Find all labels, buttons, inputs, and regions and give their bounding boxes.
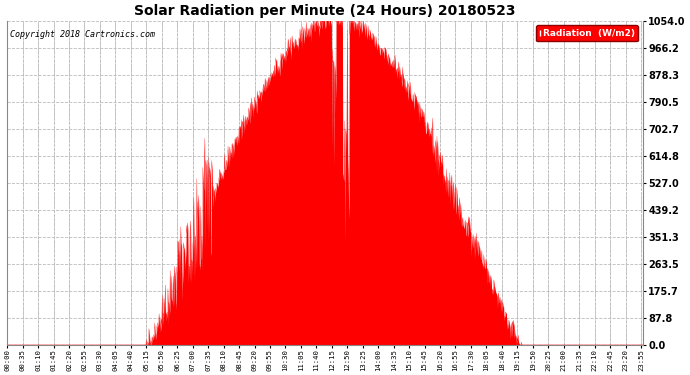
Text: Copyright 2018 Cartronics.com: Copyright 2018 Cartronics.com: [10, 30, 155, 39]
Title: Solar Radiation per Minute (24 Hours) 20180523: Solar Radiation per Minute (24 Hours) 20…: [135, 4, 515, 18]
Legend: Radiation  (W/m2): Radiation (W/m2): [536, 25, 638, 42]
